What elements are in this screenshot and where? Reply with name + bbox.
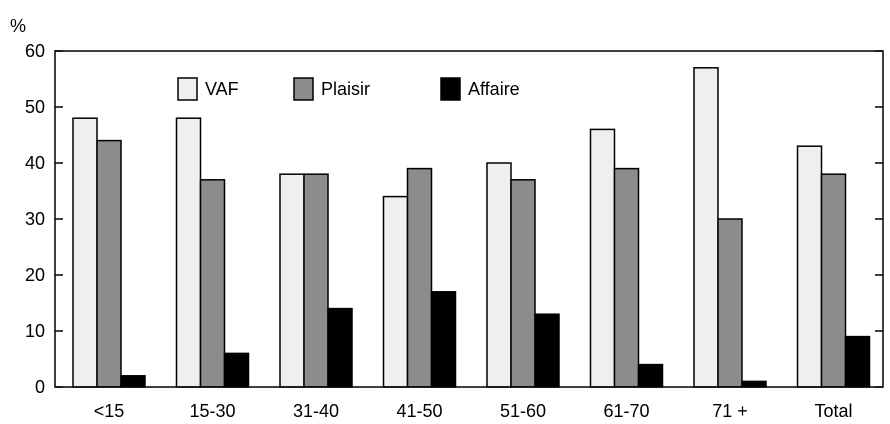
y-tick-label: 50 <box>25 97 45 117</box>
x-tick-label: 71 + <box>712 401 748 421</box>
bar-vaf-1 <box>72 117 98 388</box>
bar-affaire-8 <box>844 335 871 388</box>
legend-label-affaire: Affaire <box>468 79 520 99</box>
legend: VAF Plaisir Affaire <box>177 77 520 101</box>
bar-plaisir-5 <box>510 179 536 388</box>
bar-affaire-4 <box>430 291 457 388</box>
bar-affaire-3 <box>327 307 353 388</box>
y-tick-label: 10 <box>25 321 45 341</box>
bar-affaire-7 <box>741 380 767 388</box>
bar-affaire-1 <box>120 375 146 388</box>
bar-affaire-5 <box>534 313 560 388</box>
bar-vaf-5 <box>486 162 512 388</box>
bar-affaire-2 <box>223 352 250 388</box>
y-tick-label: 20 <box>25 265 45 285</box>
y-tick-label: 60 <box>25 41 45 61</box>
y-tick-label: 0 <box>35 377 45 397</box>
x-tick-label: 31-40 <box>293 401 339 421</box>
y-axis-tick-labels: 0 10 20 30 40 50 60 <box>25 41 45 397</box>
x-axis-tick-labels: <15 15-30 31-40 41-50 51-60 61-70 71 + Total <box>94 401 853 421</box>
bar-affaire-6 <box>637 363 664 388</box>
bars <box>72 67 871 388</box>
legend-label-plaisir: Plaisir <box>321 79 370 99</box>
bar-vaf-4 <box>382 195 409 388</box>
y-axis-unit-label: % <box>10 16 26 36</box>
x-tick-label: 15-30 <box>189 401 235 421</box>
bar-vaf-7 <box>693 67 719 388</box>
x-tick-label: Total <box>814 401 852 421</box>
y-tick-label: 40 <box>25 153 45 173</box>
bar-plaisir-2 <box>199 179 226 388</box>
bar-plaisir-4 <box>406 167 433 388</box>
bar-vaf-6 <box>589 128 616 388</box>
bar-vaf-3 <box>279 173 305 388</box>
bar-plaisir-8 <box>820 173 847 388</box>
bar-vaf-8 <box>796 145 823 388</box>
x-tick-label: 41-50 <box>396 401 442 421</box>
legend-swatch-plaisir <box>293 77 314 101</box>
x-tick-label: <15 <box>94 401 125 421</box>
bar-plaisir-3 <box>303 173 329 388</box>
legend-swatch-affaire <box>440 77 461 101</box>
y-tick-label: 30 <box>25 209 45 229</box>
x-tick-label: 51-60 <box>500 401 546 421</box>
bar-plaisir-6 <box>613 167 640 388</box>
plot-frame <box>54 50 884 388</box>
x-tick-label: 61-70 <box>603 401 649 421</box>
bar-vaf-2 <box>175 117 202 388</box>
legend-label-vaf: VAF <box>205 79 239 99</box>
bar-plaisir-1 <box>96 139 122 388</box>
legend-swatch-vaf <box>177 77 198 101</box>
bar-plaisir-7 <box>717 218 743 388</box>
